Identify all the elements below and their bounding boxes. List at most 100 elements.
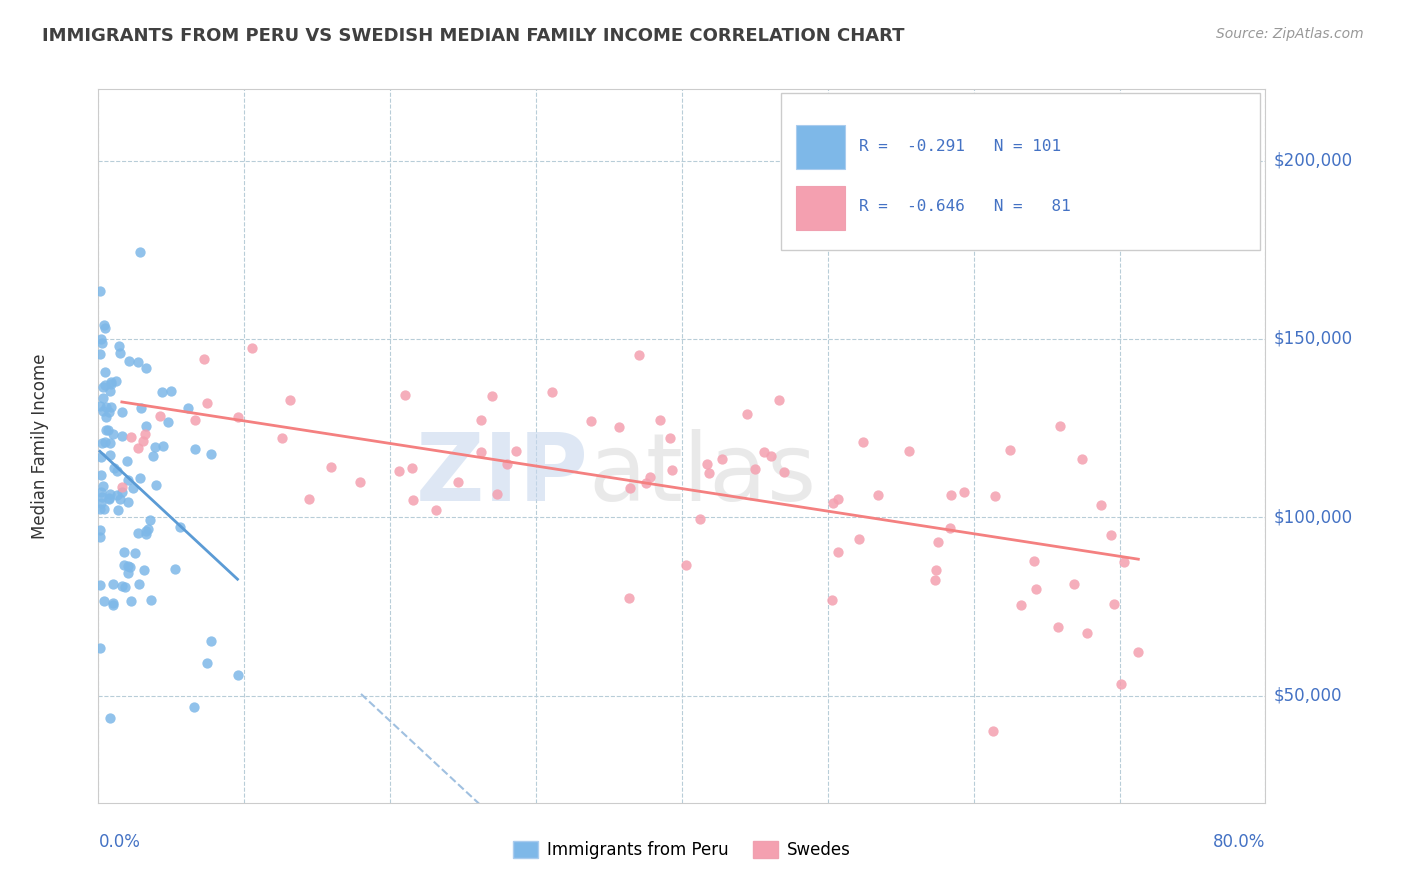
Point	[100, 400, 122, 414]
Point	[401, 460, 423, 475]
Point	[100, 384, 122, 399]
Point	[93, 502, 115, 516]
Text: Source: ZipAtlas.com: Source: ZipAtlas.com	[1216, 27, 1364, 41]
Point	[91, 335, 114, 350]
Point	[697, 466, 720, 480]
Point	[103, 460, 125, 475]
Point	[107, 503, 129, 517]
Point	[89, 332, 111, 346]
Point	[134, 563, 156, 577]
Point	[111, 480, 134, 494]
Point	[200, 447, 222, 461]
Point	[195, 395, 218, 409]
Point	[157, 415, 180, 429]
Point	[658, 431, 681, 445]
FancyBboxPatch shape	[782, 93, 1260, 250]
Point	[91, 379, 114, 393]
Point	[122, 481, 145, 495]
Text: Median Family Income: Median Family Income	[31, 353, 49, 539]
Point	[91, 435, 114, 450]
Point	[111, 579, 134, 593]
Point	[177, 401, 200, 415]
Point	[648, 413, 671, 427]
Point	[848, 533, 870, 547]
Point	[581, 414, 603, 428]
Point	[114, 580, 136, 594]
Point	[425, 503, 447, 517]
Point	[183, 413, 205, 427]
Text: ZIP: ZIP	[416, 428, 589, 521]
Point	[481, 389, 503, 403]
Point	[89, 523, 111, 537]
Point	[118, 354, 141, 368]
Point	[1063, 577, 1085, 591]
Point	[145, 478, 167, 492]
Point	[150, 384, 173, 399]
Point	[271, 431, 294, 445]
Text: $200,000: $200,000	[1274, 152, 1353, 169]
Point	[1025, 582, 1047, 596]
Point	[868, 488, 890, 502]
Point	[97, 491, 120, 505]
Point	[91, 392, 114, 406]
Point	[89, 530, 111, 544]
Text: $50,000: $50,000	[1274, 687, 1343, 705]
Point	[142, 450, 165, 464]
Text: $100,000: $100,000	[1274, 508, 1353, 526]
Point	[134, 426, 156, 441]
Point	[90, 496, 112, 510]
Point	[90, 467, 112, 482]
Point	[98, 487, 121, 501]
Point	[1076, 626, 1098, 640]
Point	[1049, 418, 1071, 433]
Point	[193, 351, 215, 366]
Point	[127, 442, 149, 456]
Point	[101, 598, 124, 612]
Point	[94, 409, 117, 424]
FancyBboxPatch shape	[796, 186, 845, 230]
Point	[735, 407, 758, 421]
Point	[89, 284, 111, 298]
Point	[93, 594, 115, 608]
Point	[120, 594, 142, 608]
Point	[135, 524, 157, 538]
Point	[97, 423, 120, 437]
Point	[118, 559, 141, 574]
Point	[541, 385, 564, 400]
Point	[105, 488, 128, 502]
Point	[744, 462, 766, 476]
Point	[129, 401, 152, 416]
Point	[496, 457, 519, 471]
Point	[319, 459, 342, 474]
Point	[112, 545, 135, 559]
Point	[952, 485, 974, 500]
FancyBboxPatch shape	[796, 125, 845, 169]
Point	[149, 409, 172, 423]
Point	[827, 545, 849, 559]
Point	[139, 513, 162, 527]
Point	[111, 405, 134, 419]
Point	[402, 493, 425, 508]
Point	[447, 475, 470, 489]
Point	[768, 393, 790, 408]
Point	[135, 527, 157, 541]
Point	[91, 404, 114, 418]
Point	[226, 668, 249, 682]
Point	[90, 485, 112, 500]
Point	[100, 377, 122, 392]
Text: $150,000: $150,000	[1274, 330, 1353, 348]
Point	[100, 375, 122, 389]
Point	[90, 450, 112, 464]
Legend: Immigrants from Peru, Swedes: Immigrants from Peru, Swedes	[506, 834, 858, 866]
Point	[226, 409, 249, 424]
Point	[983, 724, 1005, 739]
Point	[115, 454, 138, 468]
Point	[184, 442, 207, 456]
Point	[94, 400, 117, 414]
Point	[200, 633, 222, 648]
Point	[165, 562, 187, 576]
Point	[852, 434, 875, 449]
Point	[195, 656, 218, 670]
Text: 80.0%: 80.0%	[1213, 833, 1265, 851]
Point	[1047, 620, 1070, 634]
